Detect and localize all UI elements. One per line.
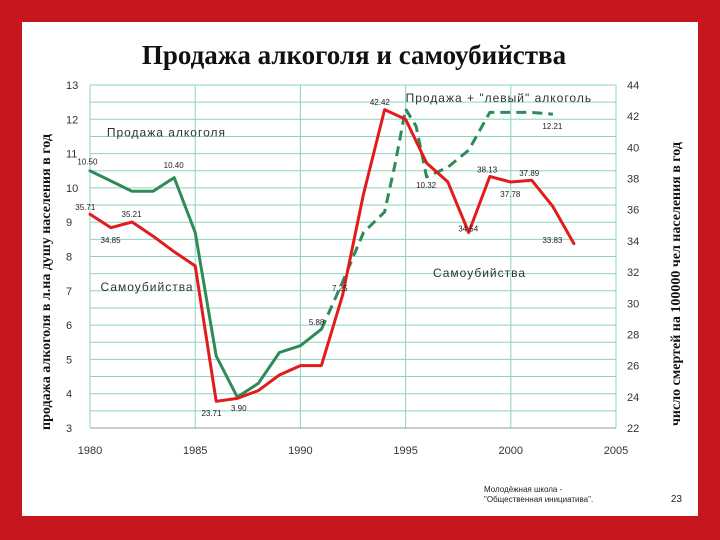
y-right-tick-label: 42 [627, 111, 639, 123]
series-line-alcohol_left [320, 107, 554, 330]
y-right-tick-label: 24 [627, 392, 639, 404]
chart: Продажа алкоголя и самоубийства продажа … [39, 40, 684, 505]
data-label: 23.71 [202, 409, 223, 418]
y-left-tick-label: 11 [66, 149, 77, 161]
series-line-alcohol [88, 169, 323, 399]
y-right-tick-label: 36 [627, 205, 639, 217]
y-right-tick-label: 38 [627, 174, 639, 186]
data-label: 33.83 [542, 236, 563, 245]
y-left-tick-label: 6 [66, 320, 72, 332]
series-lines [88, 107, 576, 403]
data-label: 34.54 [458, 224, 479, 233]
data-label: 37.78 [500, 190, 521, 199]
series-label: Продажа + "левый" алкоголь [406, 91, 593, 105]
data-label: 35.71 [75, 203, 96, 212]
x-tick-label: 1990 [288, 445, 312, 457]
series-line-suicide [88, 108, 576, 403]
data-label: 42.42 [370, 98, 391, 107]
y-left-tick-label: 10 [66, 183, 78, 195]
x-tick-label: 1980 [78, 445, 102, 457]
y-right-tick-label: 30 [627, 298, 639, 310]
y-right-tick-label: 32 [627, 267, 639, 279]
series-label: Самоубийства [101, 280, 194, 294]
y-left-tick-label: 8 [66, 252, 72, 264]
data-label: 7.25 [332, 284, 348, 293]
data-label: 38.13 [477, 165, 498, 174]
y-left-tick-label: 4 [66, 389, 72, 401]
y-left-tick-label: 9 [66, 217, 72, 229]
data-label: 5.88 [309, 318, 325, 327]
y-right-tick-label: 44 [627, 80, 639, 92]
right-axis-label: число смертей на 100000 чел населения в … [669, 142, 684, 426]
x-tick-label: 1995 [393, 445, 417, 457]
x-tick-label: 2005 [604, 445, 628, 457]
footer-line-1: Молодёжная школа - [484, 485, 563, 494]
data-label: 12.21 [542, 122, 563, 131]
data-label: 10.50 [77, 158, 98, 167]
data-labels: Продажа алкоголя Продажа + "левый" алкого… [75, 91, 593, 418]
y-left-tick-label: 5 [66, 354, 72, 366]
data-label: 3.90 [231, 404, 247, 413]
data-label: 37.89 [519, 169, 540, 178]
left-axis-label: продажа алкоголя в л.на душу населения в… [39, 134, 54, 430]
y-right-tick-label: 40 [627, 142, 639, 154]
y-right-tick-label: 28 [627, 329, 639, 341]
slide: Продажа алкоголя и самоубийства продажа … [22, 22, 698, 516]
footer-line-2: "Общественная инициатива". [484, 495, 593, 504]
x-tick-label: 1985 [183, 445, 207, 457]
y-right-tick-label: 22 [627, 423, 639, 435]
page-number: 23 [671, 494, 683, 505]
y-right-tick-label: 26 [627, 361, 639, 373]
data-label: 34.85 [101, 236, 122, 245]
y-left-tick-label: 3 [66, 423, 72, 435]
data-label: 35.21 [122, 210, 143, 219]
axis-ticks: 1980 1985 1990 1995 2000 20053456789101112132… [66, 80, 639, 457]
y-left-tick-label: 7 [66, 286, 72, 298]
y-right-tick-label: 34 [627, 236, 639, 248]
y-left-tick-label: 13 [66, 80, 78, 92]
chart-title: Продажа алкоголя и самоубийства [142, 40, 567, 70]
data-label: 10.32 [416, 181, 437, 190]
series-label: Продажа алкоголя [107, 125, 226, 139]
y-left-tick-label: 12 [66, 114, 78, 126]
data-label: 10.40 [164, 161, 185, 170]
series-label: Самоубийства [433, 266, 526, 280]
x-tick-label: 2000 [499, 445, 523, 457]
